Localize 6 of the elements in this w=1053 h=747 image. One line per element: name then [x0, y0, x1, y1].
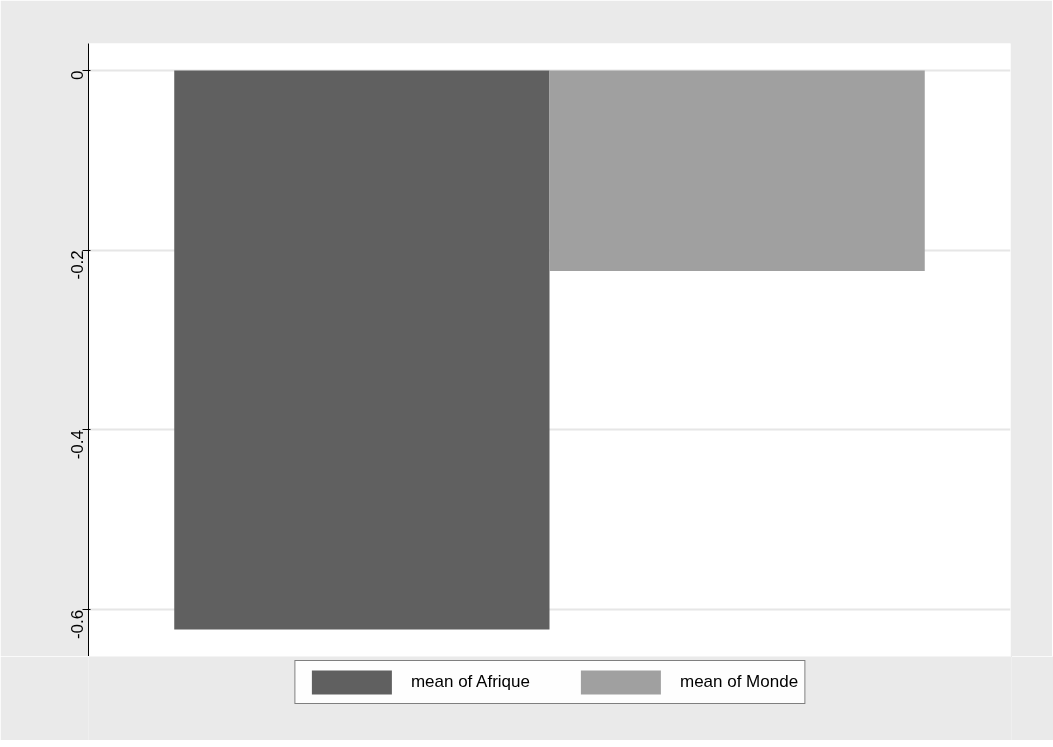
legend-label: mean of Afrique: [410, 672, 530, 692]
legend-label: mean of Monde: [679, 672, 799, 692]
y-tick-label: 0: [68, 70, 88, 80]
y-tick-label: -0.6: [68, 609, 88, 640]
y-tick-label: -0.2: [68, 250, 88, 280]
y-tick-label: -0.4: [68, 429, 88, 460]
